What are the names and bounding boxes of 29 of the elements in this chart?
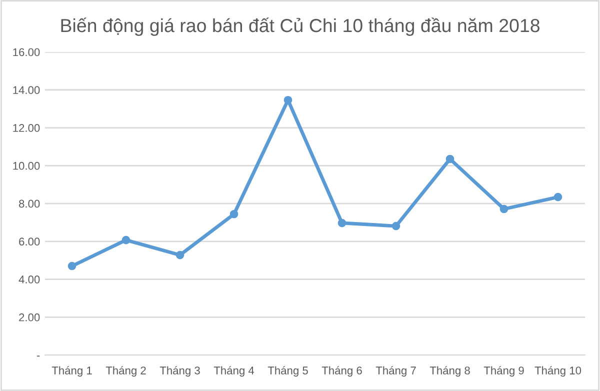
y-tick-label: 6.00 xyxy=(19,238,40,246)
y-tick-label: 10.00 xyxy=(13,162,40,170)
point xyxy=(176,250,184,260)
y-tick-label: 12.00 xyxy=(13,124,40,132)
point xyxy=(392,222,400,230)
point xyxy=(68,262,76,270)
y-tick-label: 2.00 xyxy=(19,313,40,322)
x-tick-label: Tháng 1 xyxy=(52,366,92,377)
y-tick-label: 16.00 xyxy=(13,48,40,56)
point xyxy=(338,218,346,228)
x-tick-label: Tháng 8 xyxy=(430,366,470,377)
x-tick-label: Tháng 5 xyxy=(268,366,308,377)
chart-title: Biến động giá rao bán đất Củ Chi 10 tháng đầu năm 2018 xyxy=(61,18,540,36)
point xyxy=(554,192,562,202)
x-tick-label: Tháng 4 xyxy=(214,366,254,377)
y-tick-label: 4.00 xyxy=(18,276,40,284)
point xyxy=(230,210,238,218)
point xyxy=(500,204,508,214)
x-tick-label: Tháng 10 xyxy=(534,366,582,377)
x-tick-label: Tháng 3 xyxy=(160,366,200,377)
x-tick-label: Tháng 7 xyxy=(376,366,416,377)
x-tick-label: Tháng 2 xyxy=(106,366,146,377)
y-tick-label: - xyxy=(36,356,40,357)
point xyxy=(446,154,454,164)
point xyxy=(122,236,130,244)
x-tick-label: Tháng 6 xyxy=(322,366,362,377)
x-tick-label: Tháng 9 xyxy=(484,366,524,377)
y-tick-label: 14.00 xyxy=(13,86,40,94)
y-tick-label: 8.00 xyxy=(19,200,40,208)
